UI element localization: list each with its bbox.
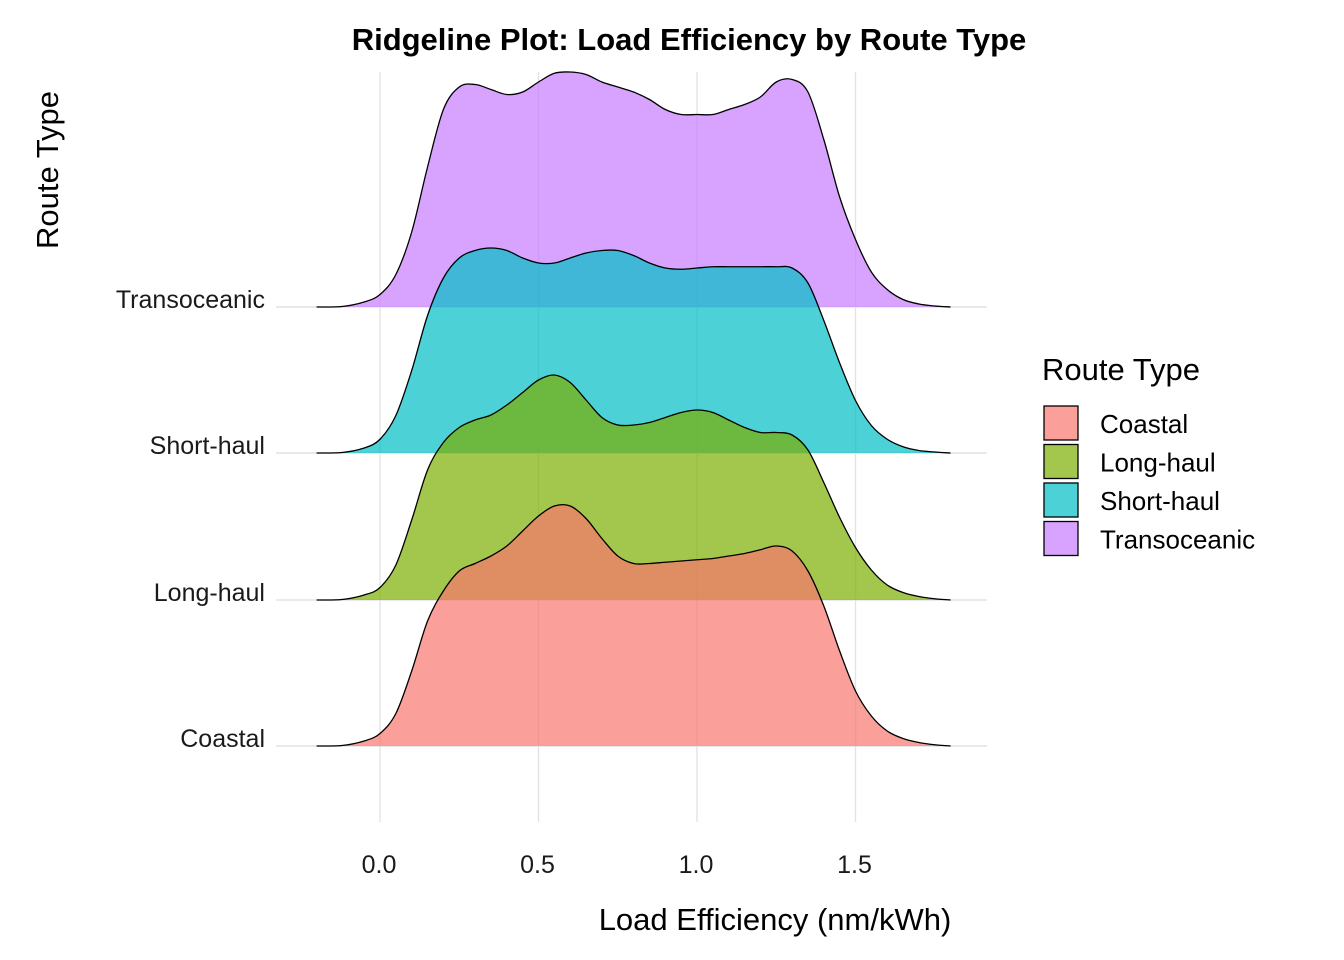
ridge-area-long-haul <box>316 374 951 601</box>
y-tick-label: Long-haul <box>154 579 265 607</box>
ridge-outline-coastal <box>316 503 951 747</box>
x-tick-labels: 0.0 0.5 1.0 1.5 <box>362 851 872 879</box>
legend-swatch-short-haul <box>1043 482 1079 518</box>
legend-label-short-haul: Short-haul <box>1100 486 1220 516</box>
ridge-area-coastal <box>316 504 951 747</box>
y-tick-label: Transoceanic <box>116 286 265 314</box>
x-tick-label: 0.5 <box>520 851 555 879</box>
x-axis-title: Load Efficiency (nm/kWh) <box>599 902 952 937</box>
x-tick-label: 0.0 <box>362 851 397 879</box>
ridge-outline-long-haul <box>316 374 951 601</box>
x-tick-label: 1.0 <box>679 851 714 879</box>
legend-items: Coastal Long-haul Short-haul Transoceanic <box>1043 405 1255 557</box>
ridge-area-short-haul <box>316 248 951 454</box>
ridge-outline-short-haul <box>316 247 951 454</box>
y-tick-labels: Coastal Long-haul Short-haul Transoceanic <box>116 286 265 753</box>
legend-title: Route Type <box>1042 352 1200 387</box>
legend-label-coastal: Coastal <box>1100 409 1188 439</box>
legend: Route Type Coastal Long-haul Short-haul Tra… <box>1042 352 1255 557</box>
legend-label-transoceanic: Transoceanic <box>1100 525 1255 555</box>
y-tick-label: Coastal <box>180 725 265 753</box>
y-tick-label: Short-haul <box>150 432 265 460</box>
legend-label-long-haul: Long-haul <box>1100 448 1216 478</box>
legend-swatch-long-haul <box>1043 443 1079 480</box>
x-tick-label: 1.5 <box>837 851 872 879</box>
legend-swatch-coastal <box>1043 405 1079 441</box>
ridges <box>316 71 951 747</box>
ridge-outline-transoceanic <box>316 71 951 308</box>
legend-swatch-transoceanic <box>1043 520 1079 557</box>
chart-title: Ridgeline Plot: Load Efficiency by Route… <box>352 22 1027 57</box>
ridge-area-transoceanic <box>316 71 951 308</box>
y-axis-title: Route Type <box>30 91 65 249</box>
